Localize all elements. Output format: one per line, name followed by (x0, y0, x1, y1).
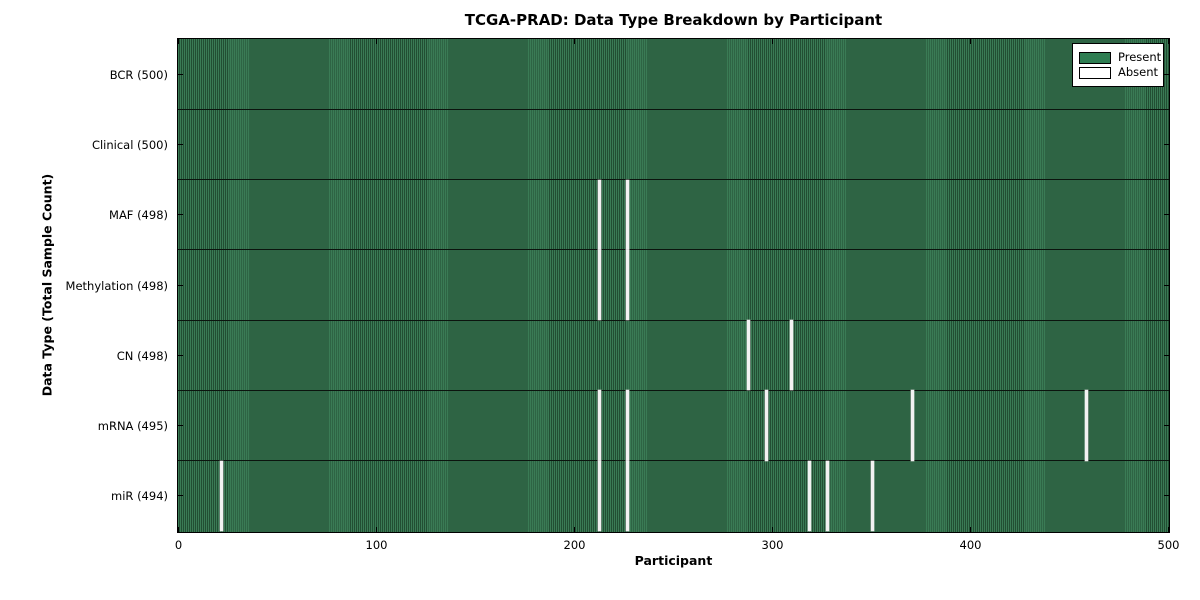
present-swatch (1079, 51, 1111, 64)
x-tick-bottom (1167, 527, 1169, 532)
row-separator (178, 108, 1169, 110)
absent-bar-miR (825, 460, 829, 531)
x-tick-label: 0 (174, 538, 183, 552)
y-tick-left (178, 284, 183, 286)
absent-bar-miR (625, 460, 629, 531)
absent-bar-mRNA (625, 390, 629, 461)
y-tick-label-Methylation: Methylation (498) (65, 278, 168, 293)
y-tick-right (1164, 143, 1169, 145)
y-tick-left (178, 214, 183, 216)
x-tick-label: 300 (761, 538, 784, 552)
legend-entry-absent: Absent (1079, 65, 1159, 79)
legend: Present Absent (1072, 43, 1164, 87)
y-tick-left (178, 143, 183, 145)
y-tick-label-BCR: BCR (500) (109, 67, 168, 82)
legend-label-present: Present (1118, 50, 1162, 64)
absent-bar-mRNA (911, 390, 915, 461)
y-tick-right (1164, 284, 1169, 286)
legend-label-absent: Absent (1118, 65, 1159, 79)
absent-bar-Methylation (598, 249, 602, 321)
y-tick-label-miR: miR (494) (111, 489, 168, 504)
row-separator (178, 179, 1169, 181)
absent-bar-mRNA (764, 390, 768, 461)
absent-bar-miR (220, 460, 224, 531)
y-tick-right (1164, 214, 1169, 216)
absent-bar-MAF (625, 179, 629, 250)
x-tick-label: 500 (1157, 538, 1180, 552)
y-tick-left (178, 73, 183, 75)
y-tick-left (178, 354, 183, 356)
absent-bar-CN (790, 320, 794, 391)
row-separator (178, 389, 1169, 391)
x-tick-bottom (375, 527, 377, 532)
plot-area (177, 38, 1170, 533)
y-tick-left (178, 495, 183, 497)
absent-bar-miR (808, 460, 812, 531)
x-tick-label: 400 (959, 538, 982, 552)
y-tick-right (1164, 73, 1169, 75)
row-separator (178, 249, 1169, 251)
absent-bar-miR (871, 460, 875, 531)
x-tick-bottom (177, 527, 179, 532)
x-tick-top (177, 39, 179, 44)
y-tick-label-MAF: MAF (498) (109, 208, 168, 223)
y-tick-right (1164, 425, 1169, 427)
y-tick-label-CN: CN (498) (116, 348, 168, 363)
x-axis-label: Participant (634, 553, 713, 568)
row-separator (178, 319, 1169, 321)
y-tick-right (1164, 354, 1169, 356)
absent-bar-MAF (598, 179, 602, 250)
chart-title: TCGA-PRAD: Data Type Breakdown by Partic… (464, 11, 883, 29)
row-separator (178, 460, 1169, 462)
x-tick-top (771, 39, 773, 44)
absent-bar-miR (598, 460, 602, 531)
absent-bar-mRNA (598, 390, 602, 461)
x-tick-label: 200 (563, 538, 586, 552)
absent-bar-CN (746, 320, 750, 391)
x-tick-top (375, 39, 377, 44)
x-tick-top (573, 39, 575, 44)
absent-bar-mRNA (1085, 390, 1089, 461)
x-tick-bottom (771, 527, 773, 532)
y-tick-right (1164, 495, 1169, 497)
x-tick-bottom (573, 527, 575, 532)
absent-swatch (1079, 66, 1111, 79)
legend-entry-present: Present (1079, 51, 1161, 64)
y-tick-left (178, 425, 183, 427)
x-tick-top (1167, 39, 1169, 44)
absent-bar-Methylation (625, 249, 629, 321)
y-tick-label-Clinical: Clinical (500) (91, 137, 168, 152)
x-tick-label: 100 (365, 538, 388, 552)
x-tick-top (969, 39, 971, 44)
y-tick-label-mRNA: mRNA (495) (97, 419, 168, 434)
x-tick-bottom (969, 527, 971, 532)
